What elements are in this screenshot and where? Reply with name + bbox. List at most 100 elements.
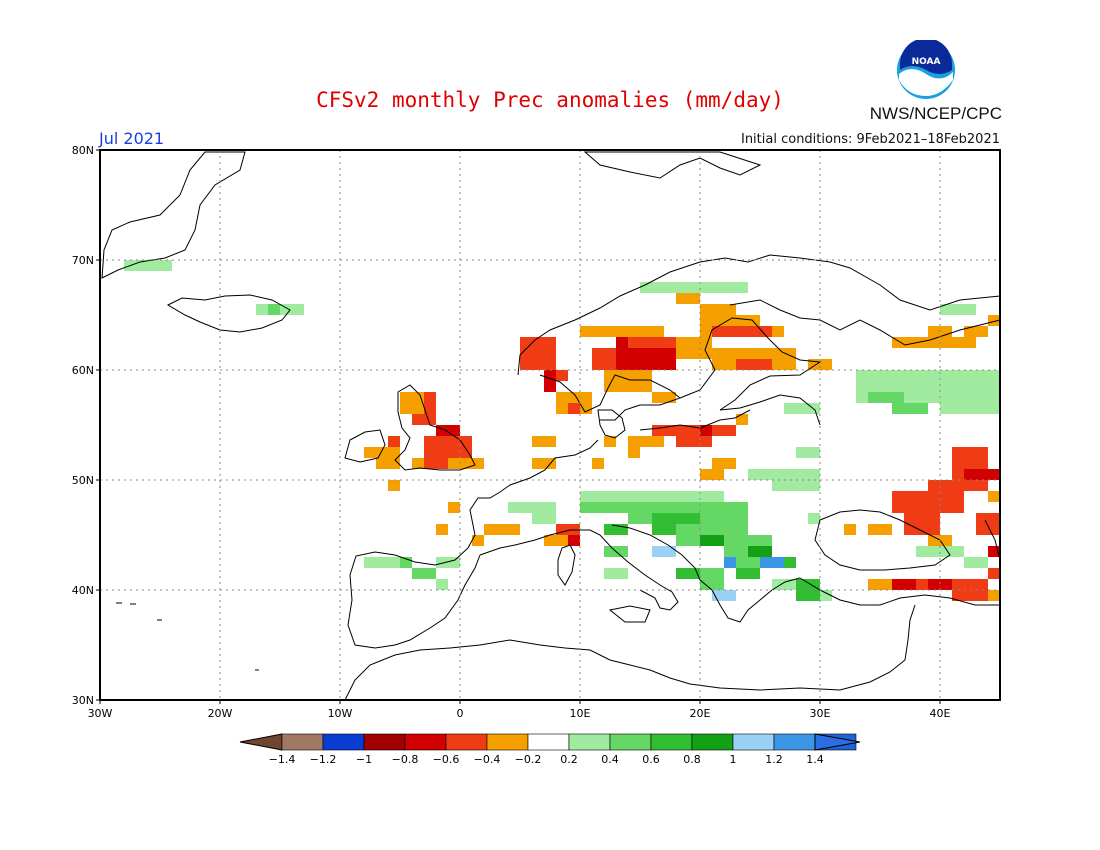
- anomaly-cell: [640, 282, 748, 293]
- anomaly-cell: [508, 502, 556, 513]
- anomaly-cell: [484, 524, 520, 535]
- legend-swatch: [568, 733, 611, 751]
- anomaly-cell: [760, 557, 784, 568]
- anomaly-cell: [556, 370, 568, 381]
- anomaly-cell: [652, 425, 736, 436]
- lat-tick-label: 50N: [72, 474, 94, 487]
- anomaly-cell: [388, 480, 400, 491]
- legend-label: 1: [730, 753, 737, 766]
- anomaly-cell: [436, 524, 448, 535]
- anomaly-cell: [592, 458, 604, 469]
- legend-arrow-low: [239, 733, 283, 751]
- agency-label: NWS/NCEP/CPC: [869, 104, 1002, 123]
- anomaly-cell: [388, 436, 400, 447]
- lon-tick-label: 30E: [810, 707, 831, 720]
- legend-swatch: [363, 733, 406, 751]
- anomaly-cell: [772, 326, 784, 337]
- lat-tick-label: 40N: [72, 584, 94, 597]
- anomaly-cell: [952, 590, 988, 601]
- anomaly-cell: [472, 535, 484, 546]
- anomaly-cell: [868, 392, 904, 403]
- axis-ticks: [96, 149, 941, 704]
- legend-label: 0.2: [560, 753, 578, 766]
- legend-arrow-high: [814, 733, 861, 751]
- anomaly-cell: [412, 568, 436, 579]
- lon-tick-label: 20W: [208, 707, 233, 720]
- lon-tick-label: 0: [457, 707, 464, 720]
- anomaly-cell: [676, 568, 700, 579]
- anomaly-cell: [124, 260, 172, 271]
- legend-label: −0.6: [433, 753, 460, 766]
- anomaly-cell: [448, 502, 460, 513]
- anomaly-cell: [580, 491, 724, 502]
- anomaly-cell: [628, 447, 640, 458]
- anomaly-cell: [784, 403, 820, 414]
- anomaly-cell: [736, 414, 748, 425]
- anomaly-cell: [568, 535, 580, 546]
- anomaly-cell: [712, 590, 736, 601]
- anomaly-cell: [712, 458, 736, 469]
- legend-label: 1.4: [806, 753, 824, 766]
- anomaly-cell: [652, 392, 676, 403]
- anomaly-cell: [748, 546, 772, 557]
- anomaly-cell: [604, 524, 628, 535]
- anomaly-cell: [532, 458, 556, 469]
- anomaly-cell: [604, 568, 628, 579]
- anomaly-cell: [580, 502, 628, 513]
- anomaly-cell: [892, 491, 964, 513]
- legend-label: −0.8: [392, 753, 419, 766]
- anomaly-cell: [532, 436, 556, 447]
- anomaly-cell: [628, 337, 700, 348]
- anomaly-cell: [904, 513, 940, 535]
- anomaly-cell: [988, 315, 1000, 326]
- anomaly-cell: [892, 403, 928, 414]
- anomaly-cell: [580, 326, 664, 337]
- legend-label: −1: [356, 753, 372, 766]
- anomaly-cell: [364, 447, 376, 458]
- anomaly-cell: [940, 392, 1000, 414]
- legend-swatch: [691, 733, 734, 751]
- anomaly-cell: [700, 425, 712, 436]
- lon-tick-label: 10E: [570, 707, 591, 720]
- lon-tick-label: 20E: [690, 707, 711, 720]
- anomaly-cell: [700, 535, 724, 546]
- legend-label: −0.2: [515, 753, 542, 766]
- anomaly-cell: [964, 469, 1000, 480]
- anomaly-cell: [976, 513, 1000, 535]
- anomaly-cell: [928, 370, 976, 381]
- anomaly-cell: [448, 458, 484, 469]
- anomaly-cell: [676, 337, 712, 359]
- anomaly-cell: [592, 348, 616, 370]
- noaa-logo-icon: NOAA: [897, 40, 955, 99]
- legend-swatch: [486, 733, 529, 751]
- legend-label: 0.4: [601, 753, 619, 766]
- legend-swatch: [527, 733, 570, 751]
- chart-title: CFSv2 monthly Prec anomalies (mm/day): [316, 88, 784, 112]
- legend-label: −1.2: [310, 753, 337, 766]
- forecast-month: Jul 2021: [99, 129, 165, 148]
- anomaly-cell: [844, 524, 856, 535]
- legend-label: −1.4: [269, 753, 296, 766]
- anomaly-cell: [676, 293, 700, 304]
- anomaly-cell: [916, 546, 964, 557]
- anomaly-field: [124, 260, 1000, 601]
- legend-label: −0.4: [474, 753, 501, 766]
- legend-label: 1.2: [765, 753, 783, 766]
- anomaly-cell: [652, 546, 676, 557]
- anomaly-cell: [436, 425, 460, 436]
- legend-swatch: [609, 733, 652, 751]
- anomaly-cell: [772, 579, 796, 590]
- anomaly-cell: [436, 579, 448, 590]
- anomaly-cell: [868, 524, 892, 535]
- anomaly-cell: [964, 326, 988, 337]
- lon-tick-label: 30W: [88, 707, 113, 720]
- anomaly-cell: [700, 469, 724, 480]
- anomaly-cell: [556, 524, 580, 535]
- map-frame: [99, 149, 1001, 701]
- anomaly-cell: [376, 447, 400, 469]
- anomaly-cell: [964, 557, 988, 568]
- initial-conditions: Initial conditions: 9Feb2021–18Feb2021: [740, 132, 1000, 147]
- legend-swatch: [445, 733, 488, 751]
